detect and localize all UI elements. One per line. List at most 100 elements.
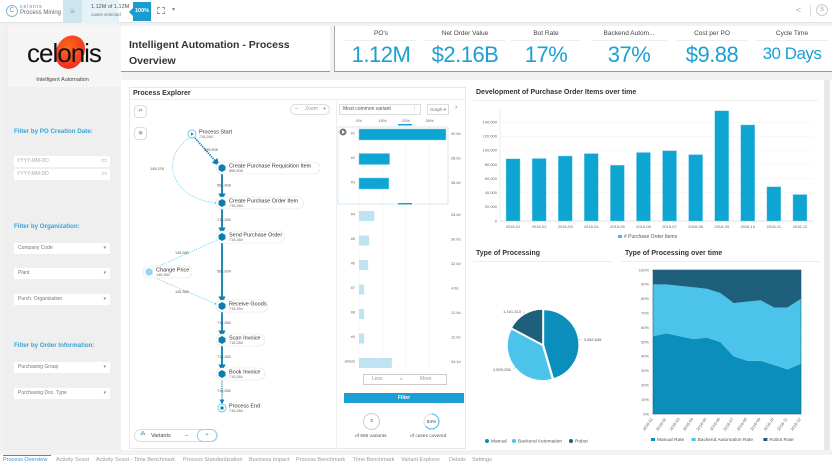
- variant-duration: 30.0d: [451, 132, 461, 136]
- purchasing-doc-type-dropdown[interactable]: Purchasing Doc. Type ▾: [14, 388, 110, 399]
- more-button[interactable]: More: [420, 376, 432, 382]
- variant-sort-select[interactable]: Most common variant ⋮: [339, 104, 421, 115]
- calendar-icon[interactable]: ▭: [101, 158, 107, 164]
- edge-label: 715,284: [217, 389, 231, 393]
- node-pill: [142, 265, 193, 279]
- panel-title: Process Explorer: [133, 90, 191, 97]
- y-tick-label: 100,000: [483, 148, 498, 153]
- scrollbar[interactable]: [824, 80, 830, 450]
- chart-title: Type of Processing: [476, 250, 541, 257]
- legend-swatch: [485, 439, 489, 443]
- menu-button[interactable]: ≡: [63, 0, 82, 23]
- stop-icon: [220, 406, 224, 410]
- pie-chart[interactable]: 3,062,645 2,509,206 1,161,313 Manual Backend…: [473, 263, 618, 448]
- edge-label: 149,376: [150, 167, 164, 171]
- chevron-down-icon: ▾: [103, 296, 106, 302]
- date-placeholder: YYYY-MM-DD: [17, 158, 49, 164]
- x-tick-label: 2016-08: [688, 224, 703, 229]
- celonis-logo-icon[interactable]: C: [6, 5, 18, 17]
- bar: [610, 165, 625, 222]
- product-name: Process Mining: [20, 10, 62, 16]
- filter-section-title: Filter by PO Creation Date:: [14, 128, 93, 135]
- variant-name: #3: [351, 181, 355, 185]
- case-selection-info[interactable]: 1.12M of 1.12M cases selected: [82, 0, 129, 23]
- zoom-out-button[interactable]: −: [295, 106, 298, 112]
- tab-process-overview[interactable]: Process Overview: [3, 457, 48, 463]
- variant-duration: 30.0d: [451, 238, 461, 242]
- variant-duration: 38.0d: [451, 181, 461, 185]
- date-from-field[interactable]: YYYY-MM-DD ▭: [14, 156, 110, 167]
- area-chart[interactable]: 0% 10% 20% 30% 40% 50% 60% 70% 80% 90% 100% 2016-01…: [621, 263, 829, 448]
- selection-icon[interactable]: [157, 7, 165, 14]
- node-pill: [215, 299, 269, 313]
- tab-activity-scout[interactable]: Activity Scout: [56, 457, 90, 463]
- tab-activity-scout-time-benchmark[interactable]: Activity Scout - Time Benchmark: [96, 457, 176, 463]
- activity-node-icon: [218, 164, 226, 172]
- plot-border: [652, 269, 802, 415]
- variant-duration: 34.1d: [451, 360, 461, 364]
- share-icon[interactable]: <: [796, 5, 802, 15]
- date-to-field[interactable]: YYYY-MM-DD ▭: [14, 169, 110, 180]
- variant-bar-chart[interactable]: 0% 10% 20% 30% #1 30.0d #2 28.0d #3 38.0d #4 25.0d #…: [337, 116, 468, 372]
- layout-icon[interactable]: ⇄: [134, 105, 147, 118]
- variant-bar: [358, 128, 447, 141]
- view-select[interactable]: Graph ▾: [427, 104, 449, 115]
- kpi-value: 37%: [607, 42, 651, 67]
- zoom-in-button[interactable]: +: [323, 106, 326, 112]
- y-tick-label: 40,000: [485, 190, 498, 195]
- node-count: 145,360: [156, 273, 170, 277]
- chevron-right-icon[interactable]: ›: [455, 104, 458, 111]
- kpi-value: 30 Days: [762, 44, 822, 63]
- bar: [792, 194, 808, 222]
- variants-decrease-button[interactable]: −: [185, 433, 189, 439]
- variants-label: Variants: [151, 433, 171, 439]
- chevron-down-icon[interactable]: ▾: [172, 7, 176, 13]
- legend-swatch: [763, 438, 768, 441]
- hide-icon[interactable]: ◉: [134, 127, 147, 140]
- bar-chart[interactable]: 0 20,000 40,000 60,000 80,000 100,000 120,000 1…: [473, 102, 828, 247]
- kpi-label: Backend Autom...: [591, 30, 667, 41]
- dropdown-label: Purchasing Doc. Type: [18, 390, 67, 396]
- tab-business-impact[interactable]: Business Impact: [249, 457, 290, 463]
- sheet-tabs: Process Overview Activity Scout Activity…: [0, 455, 832, 467]
- kpi-value: $9.88: [685, 42, 739, 67]
- process-edge: [172, 137, 218, 205]
- tab-time-benchmark[interactable]: Time Benchmark: [353, 457, 395, 463]
- variant-bar: [359, 333, 365, 344]
- calendar-icon[interactable]: ▭: [101, 171, 107, 177]
- tab-variant-explorer[interactable]: Variant Explorer: [401, 457, 441, 463]
- divider: [473, 261, 613, 262]
- user-avatar[interactable]: S: [816, 4, 828, 16]
- bar: [766, 186, 782, 222]
- axis-tick-label: 20%: [402, 118, 410, 123]
- tab-settings[interactable]: Settings: [472, 457, 492, 463]
- process-graph[interactable]: 565,908 149,376 565,908 715,284 145,360 569,9…: [130, 118, 336, 418]
- plant-dropdown[interactable]: Plant ▾: [14, 268, 110, 279]
- axis-highlight: [398, 124, 412, 126]
- node-count: 715,284: [229, 307, 243, 311]
- node-count: 715,284: [199, 135, 213, 139]
- home-icon[interactable]: ⌂: [400, 376, 404, 382]
- purchasing-group-dropdown[interactable]: Purchasing Group ▾: [14, 362, 110, 373]
- tab-details[interactable]: Details: [449, 457, 466, 463]
- node-count: 715,284: [229, 341, 243, 345]
- chart-title: Type of Processing over time: [625, 250, 723, 257]
- activity-node-icon: [218, 199, 226, 207]
- node-count: 565,908: [229, 169, 243, 173]
- variants-increase-button[interactable]: +: [197, 429, 217, 442]
- company-code-dropdown[interactable]: Company Code ▾: [14, 243, 110, 254]
- variant-bar: [359, 284, 365, 295]
- kpi-label: Net Order Value: [425, 30, 505, 41]
- legend-swatch: [569, 439, 573, 443]
- less-button[interactable]: Less: [372, 376, 383, 382]
- variant-bar: [359, 235, 370, 246]
- legend-label: # Purchase Order Items: [624, 234, 678, 240]
- tab-process-standardization[interactable]: Process Standardization: [183, 457, 243, 463]
- tab-process-benchmark[interactable]: Process Benchmark: [296, 457, 346, 463]
- y-tick-label: 60,000: [485, 176, 498, 181]
- purch-organization-dropdown[interactable]: Purch. Organization ▾: [14, 294, 110, 305]
- variant-name: #4: [351, 213, 355, 217]
- x-tick-label: 2016-07: [722, 416, 735, 432]
- x-tick-label: 2016-03: [668, 416, 681, 432]
- filter-button[interactable]: Filter: [344, 393, 464, 403]
